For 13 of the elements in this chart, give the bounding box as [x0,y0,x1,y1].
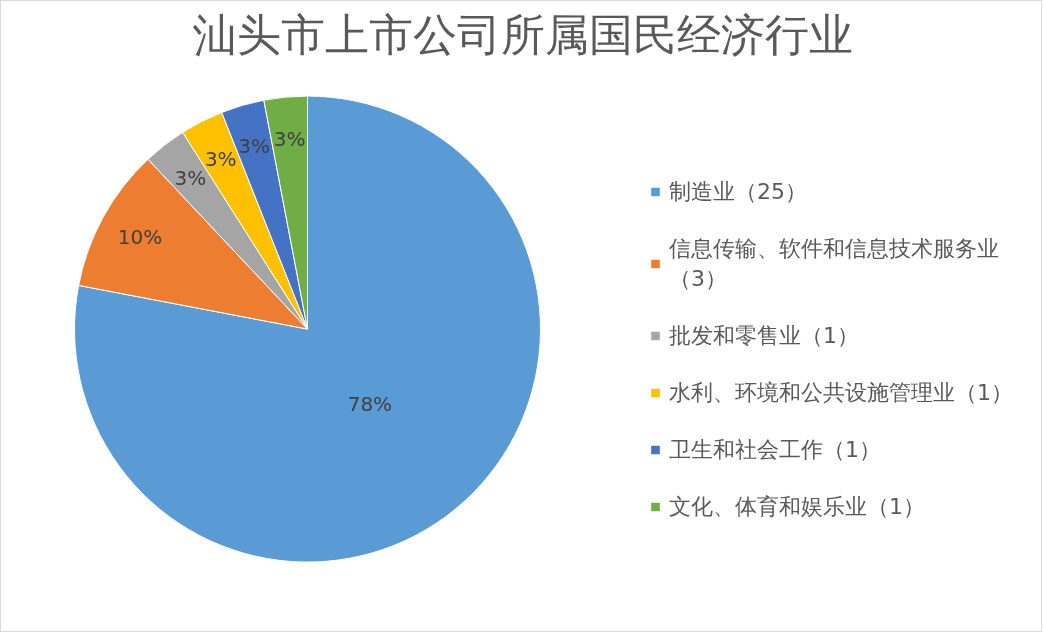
data-label: 3% [174,166,207,191]
legend-label: 卫生和社会工作（1） [669,435,881,463]
data-label: 78% [347,392,393,417]
data-label: 3% [238,133,271,158]
legend-label: 制造业（25） [669,177,807,205]
data-label: 3% [273,126,306,151]
legend-label: 批发和零售业（1） [669,321,859,349]
legend-label: 信息传输、软件和信息技术服务业（3） [669,234,999,292]
data-label: 10% [117,225,163,250]
data-label: 3% [204,146,237,171]
legend-label: 水利、环境和公共设施管理业（1） [669,378,1013,406]
chart-title: 汕头市上市公司所属国民经济行业 [192,8,853,60]
legend-label: 文化、体育和娱乐业（1） [669,492,925,520]
